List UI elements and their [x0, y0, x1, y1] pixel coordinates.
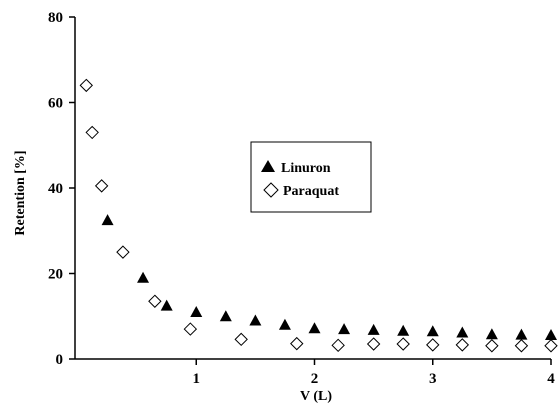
data-point-linuron: [101, 214, 114, 226]
data-point-paraquat: [234, 332, 248, 347]
data-point-linuron: [249, 314, 262, 326]
data-point-linuron: [137, 271, 150, 283]
data-point-paraquat: [183, 322, 198, 336]
data-point-linuron: [219, 310, 232, 322]
x-axis-title: V (L): [300, 389, 332, 403]
y-tick-label: 80: [48, 10, 63, 26]
x-tick-label: 1: [193, 371, 201, 387]
data-point-paraquat: [544, 339, 558, 353]
data-point-paraquat: [290, 336, 304, 351]
data-point-paraquat: [455, 338, 470, 352]
y-tick-label: 0: [56, 352, 64, 368]
data-point-linuron: [456, 326, 469, 338]
data-point-paraquat: [396, 337, 410, 351]
data-point-paraquat: [514, 339, 529, 353]
legend-box: [250, 141, 372, 213]
data-point-linuron: [397, 324, 410, 336]
data-point-paraquat: [148, 294, 162, 308]
legend-marker-linuron: [261, 160, 275, 172]
data-point-linuron: [367, 323, 380, 335]
data-points: [79, 78, 558, 353]
data-point-linuron: [190, 305, 203, 317]
y-tick-label: 20: [48, 267, 63, 283]
legend-label-paraquat: Paraquat: [283, 184, 339, 199]
data-point-paraquat: [94, 179, 109, 193]
legend: Linuron Paraquat: [250, 141, 372, 213]
data-point-linuron: [338, 323, 351, 335]
y-tick-label: 40: [48, 181, 63, 197]
data-point-linuron: [426, 325, 439, 337]
data-point-paraquat: [426, 338, 440, 352]
data-point-paraquat: [79, 78, 93, 93]
legend-label-linuron: Linuron: [281, 161, 331, 176]
x-tick-label: 3: [429, 371, 437, 387]
x-tick-label: 2: [311, 371, 319, 387]
data-point-paraquat: [331, 338, 345, 353]
axis-ticks: 0 20 40 60 80 1 2 3 4: [48, 10, 555, 387]
data-point-linuron: [545, 329, 557, 341]
data-point-linuron: [278, 318, 291, 330]
data-point-paraquat: [366, 337, 381, 351]
data-point-linuron: [485, 328, 498, 340]
x-tick-label: 4: [547, 371, 555, 387]
data-point-linuron: [515, 328, 528, 340]
y-axis-title: Retention [%]: [13, 150, 28, 235]
data-point-paraquat: [485, 339, 499, 353]
y-tick-label: 60: [48, 96, 63, 112]
legend-marker-paraquat: [263, 182, 279, 198]
data-point-paraquat: [116, 245, 130, 259]
data-point-paraquat: [85, 125, 99, 140]
data-point-linuron: [160, 299, 173, 311]
data-point-linuron: [308, 322, 321, 334]
